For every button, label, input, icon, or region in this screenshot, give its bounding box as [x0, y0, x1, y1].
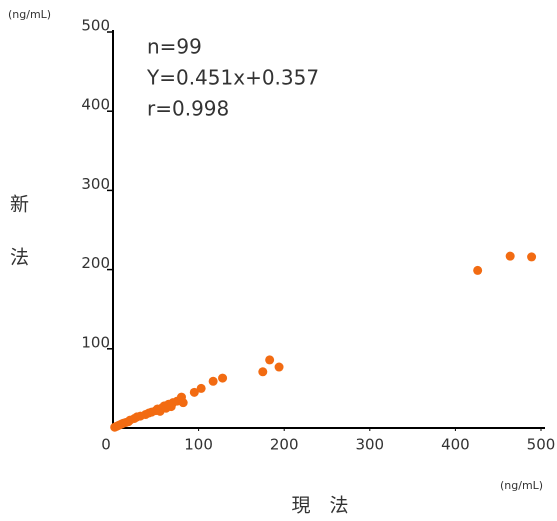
x-tick-label: 0: [101, 436, 111, 454]
x-unit: (ng/mL): [500, 479, 543, 492]
x-tick-label: 300: [355, 436, 384, 454]
point: [208, 376, 218, 386]
y-unit: (ng/mL): [8, 8, 51, 21]
x-tick-label: 500: [527, 436, 556, 454]
x-tick-label: 100: [184, 436, 213, 454]
point: [178, 398, 188, 408]
y-tick-label: 200: [81, 254, 110, 272]
point: [274, 362, 284, 372]
y-tick-label: 100: [81, 333, 110, 351]
point: [505, 251, 515, 261]
y-label: 法: [10, 247, 29, 269]
y-tick-label: 500: [81, 17, 110, 35]
annotation: n=99: [147, 35, 202, 59]
y-tick-label: 400: [81, 96, 110, 114]
x-tick-label: 400: [441, 436, 470, 454]
y-label: 新: [10, 194, 29, 216]
point: [265, 355, 275, 365]
point: [473, 265, 483, 275]
point: [189, 387, 199, 397]
y-tick-label: 300: [81, 175, 110, 193]
point: [218, 373, 228, 383]
x-tick-label: 200: [270, 436, 299, 454]
annotation: Y=0.451x+0.357: [146, 66, 319, 90]
point: [527, 252, 537, 262]
annotation: r=0.998: [147, 97, 229, 121]
point: [258, 367, 268, 377]
x-label: 現 法: [291, 495, 348, 517]
point: [196, 383, 206, 393]
